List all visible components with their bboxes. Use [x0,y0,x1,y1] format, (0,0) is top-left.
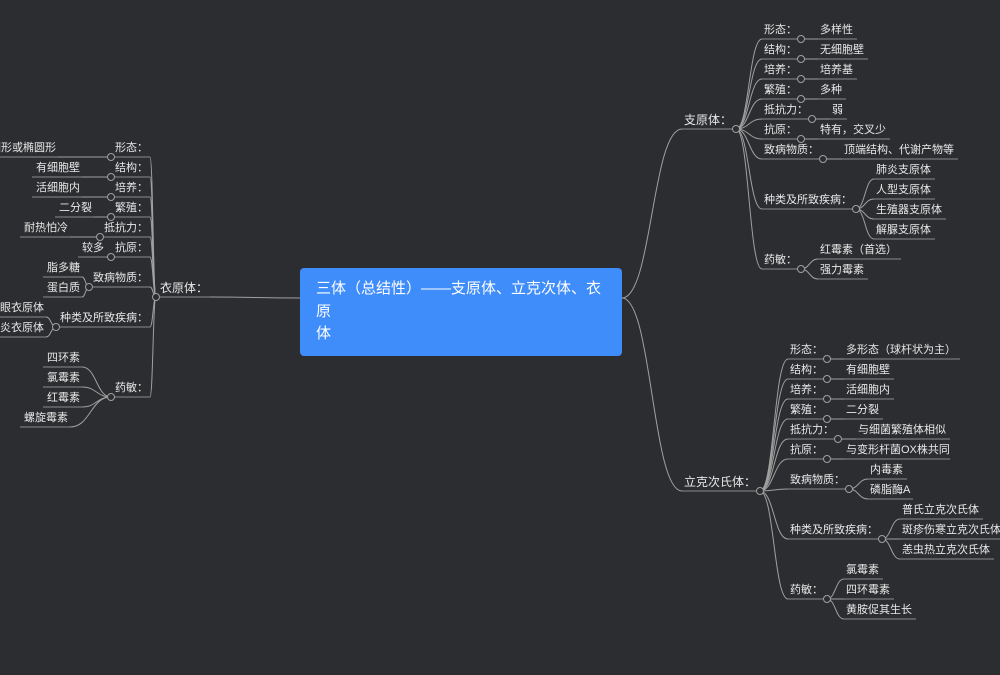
value-node: 有细胞壁 [36,159,80,177]
connector-dot [878,535,886,543]
value-node: 人型支原体 [876,181,931,199]
value-node: 普氏立克次氏体 [902,501,979,519]
attr-node: 致病物质： [93,269,148,287]
attr-node: 抵抗力： [790,421,834,439]
attr-node: 抗原： [764,121,797,139]
connector-dot [85,283,93,291]
value-node: 圆形或椭圆形 [0,139,56,157]
value-node: 生殖器支原体 [876,201,942,219]
attr-node: 结构： [115,159,148,177]
value-node: 弱 [832,101,843,119]
value-node: 四环素 [47,349,80,367]
value-node: 耐热怕冷 [24,219,68,237]
value-node: 多形态（球杆状为主） [846,341,956,359]
attr-node: 培养： [790,381,823,399]
connector-dot [756,487,764,495]
value-node: 多样性 [820,21,853,39]
attr-node: 致病物质： [764,141,819,159]
connector-dot [152,293,160,301]
value-node: 强力霉素 [820,261,864,279]
connector-dot [823,355,831,363]
value-node: 活细胞内 [846,381,890,399]
attr-node: 药敏： [115,379,148,397]
value-node: 脂多糖 [47,259,80,277]
value-node: 螺旋霉素 [24,409,68,427]
attr-node: 药敏： [764,251,797,269]
attr-node: 致病物质： [790,471,845,489]
attr-node: 抵抗力： [764,101,808,119]
attr-node: 种类及所致疾病： [60,309,148,327]
value-node: 有细胞壁 [846,361,890,379]
connector-dot [797,35,805,43]
attr-node: 繁殖： [115,199,148,217]
attr-node: 药敏： [790,581,823,599]
value-node: 黄胺促其生长 [846,601,912,619]
connector-dot [107,153,115,161]
attr-node: 培养： [764,61,797,79]
value-node: 沙眼衣原体 [0,299,44,317]
category-myco: 支原体： [684,111,732,129]
value-node: 磷脂酶A [870,481,910,499]
connector-dot [107,253,115,261]
value-node: 特有，交叉少 [820,121,886,139]
connector-dot [823,455,831,463]
value-node: 无细胞壁 [820,41,864,59]
value-node: 多种 [820,81,842,99]
connector-dot [808,115,816,123]
value-node: 氯霉素 [846,561,879,579]
connector-dot [732,125,740,133]
connector-dot [797,75,805,83]
connector-dot [107,393,115,401]
value-node: 二分裂 [846,401,879,419]
attr-node: 种类及所致疾病： [790,521,878,539]
connector-dot [852,205,860,213]
value-node: 顶端结构、代谢产物等 [844,141,954,159]
attr-node: 抗原： [790,441,823,459]
category-chlam: 衣原体： [160,279,208,297]
value-node: 较多 [82,239,104,257]
value-node: 与变形杆菌OX株共同 [846,441,950,459]
value-node: 斑疹伤寒立克次氏体 [902,521,1000,539]
attr-node: 抗原： [115,239,148,257]
connector-dot [797,265,805,273]
attr-node: 培养： [115,179,148,197]
root-node: 三体（总结性）——支原体、立克次体、衣原体 [300,268,622,356]
value-node: 培养基 [820,61,853,79]
connector-dot [107,193,115,201]
value-node: 红霉素（首选） [820,241,897,259]
value-node: 与细菌繁殖体相似 [858,421,946,439]
root-line2: 体 [316,323,606,346]
attr-node: 种类及所致疾病： [764,191,852,209]
attr-node: 形态： [764,21,797,39]
attr-node: 抵抗力： [104,219,148,237]
value-node: 肺炎衣原体 [0,319,44,337]
attr-node: 结构： [790,361,823,379]
value-node: 内毒素 [870,461,903,479]
attr-node: 繁殖： [764,81,797,99]
value-node: 氯霉素 [47,369,80,387]
value-node: 恙虫热立克次氏体 [902,541,990,559]
attr-node: 形态： [115,139,148,157]
connector-dot [823,595,831,603]
value-node: 肺炎支原体 [876,161,931,179]
value-node: 活细胞内 [36,179,80,197]
connector-dot [834,435,842,443]
connector-dot [52,323,60,331]
attr-node: 繁殖： [790,401,823,419]
value-node: 解脲支原体 [876,221,931,239]
value-node: 蛋白质 [47,279,80,297]
value-node: 二分裂 [59,199,92,217]
connector-dot [819,155,827,163]
connector-dot [107,173,115,181]
attr-node: 结构： [764,41,797,59]
attr-node: 形态： [790,341,823,359]
connector-dot [845,485,853,493]
connector-dot [823,395,831,403]
connector-dot [797,55,805,63]
value-node: 红霉素 [47,389,80,407]
root-line1: 三体（总结性）——支原体、立克次体、衣原 [316,278,606,323]
connector-dot [823,375,831,383]
category-rick: 立克次氏体： [684,473,756,491]
value-node: 四环霉素 [846,581,890,599]
